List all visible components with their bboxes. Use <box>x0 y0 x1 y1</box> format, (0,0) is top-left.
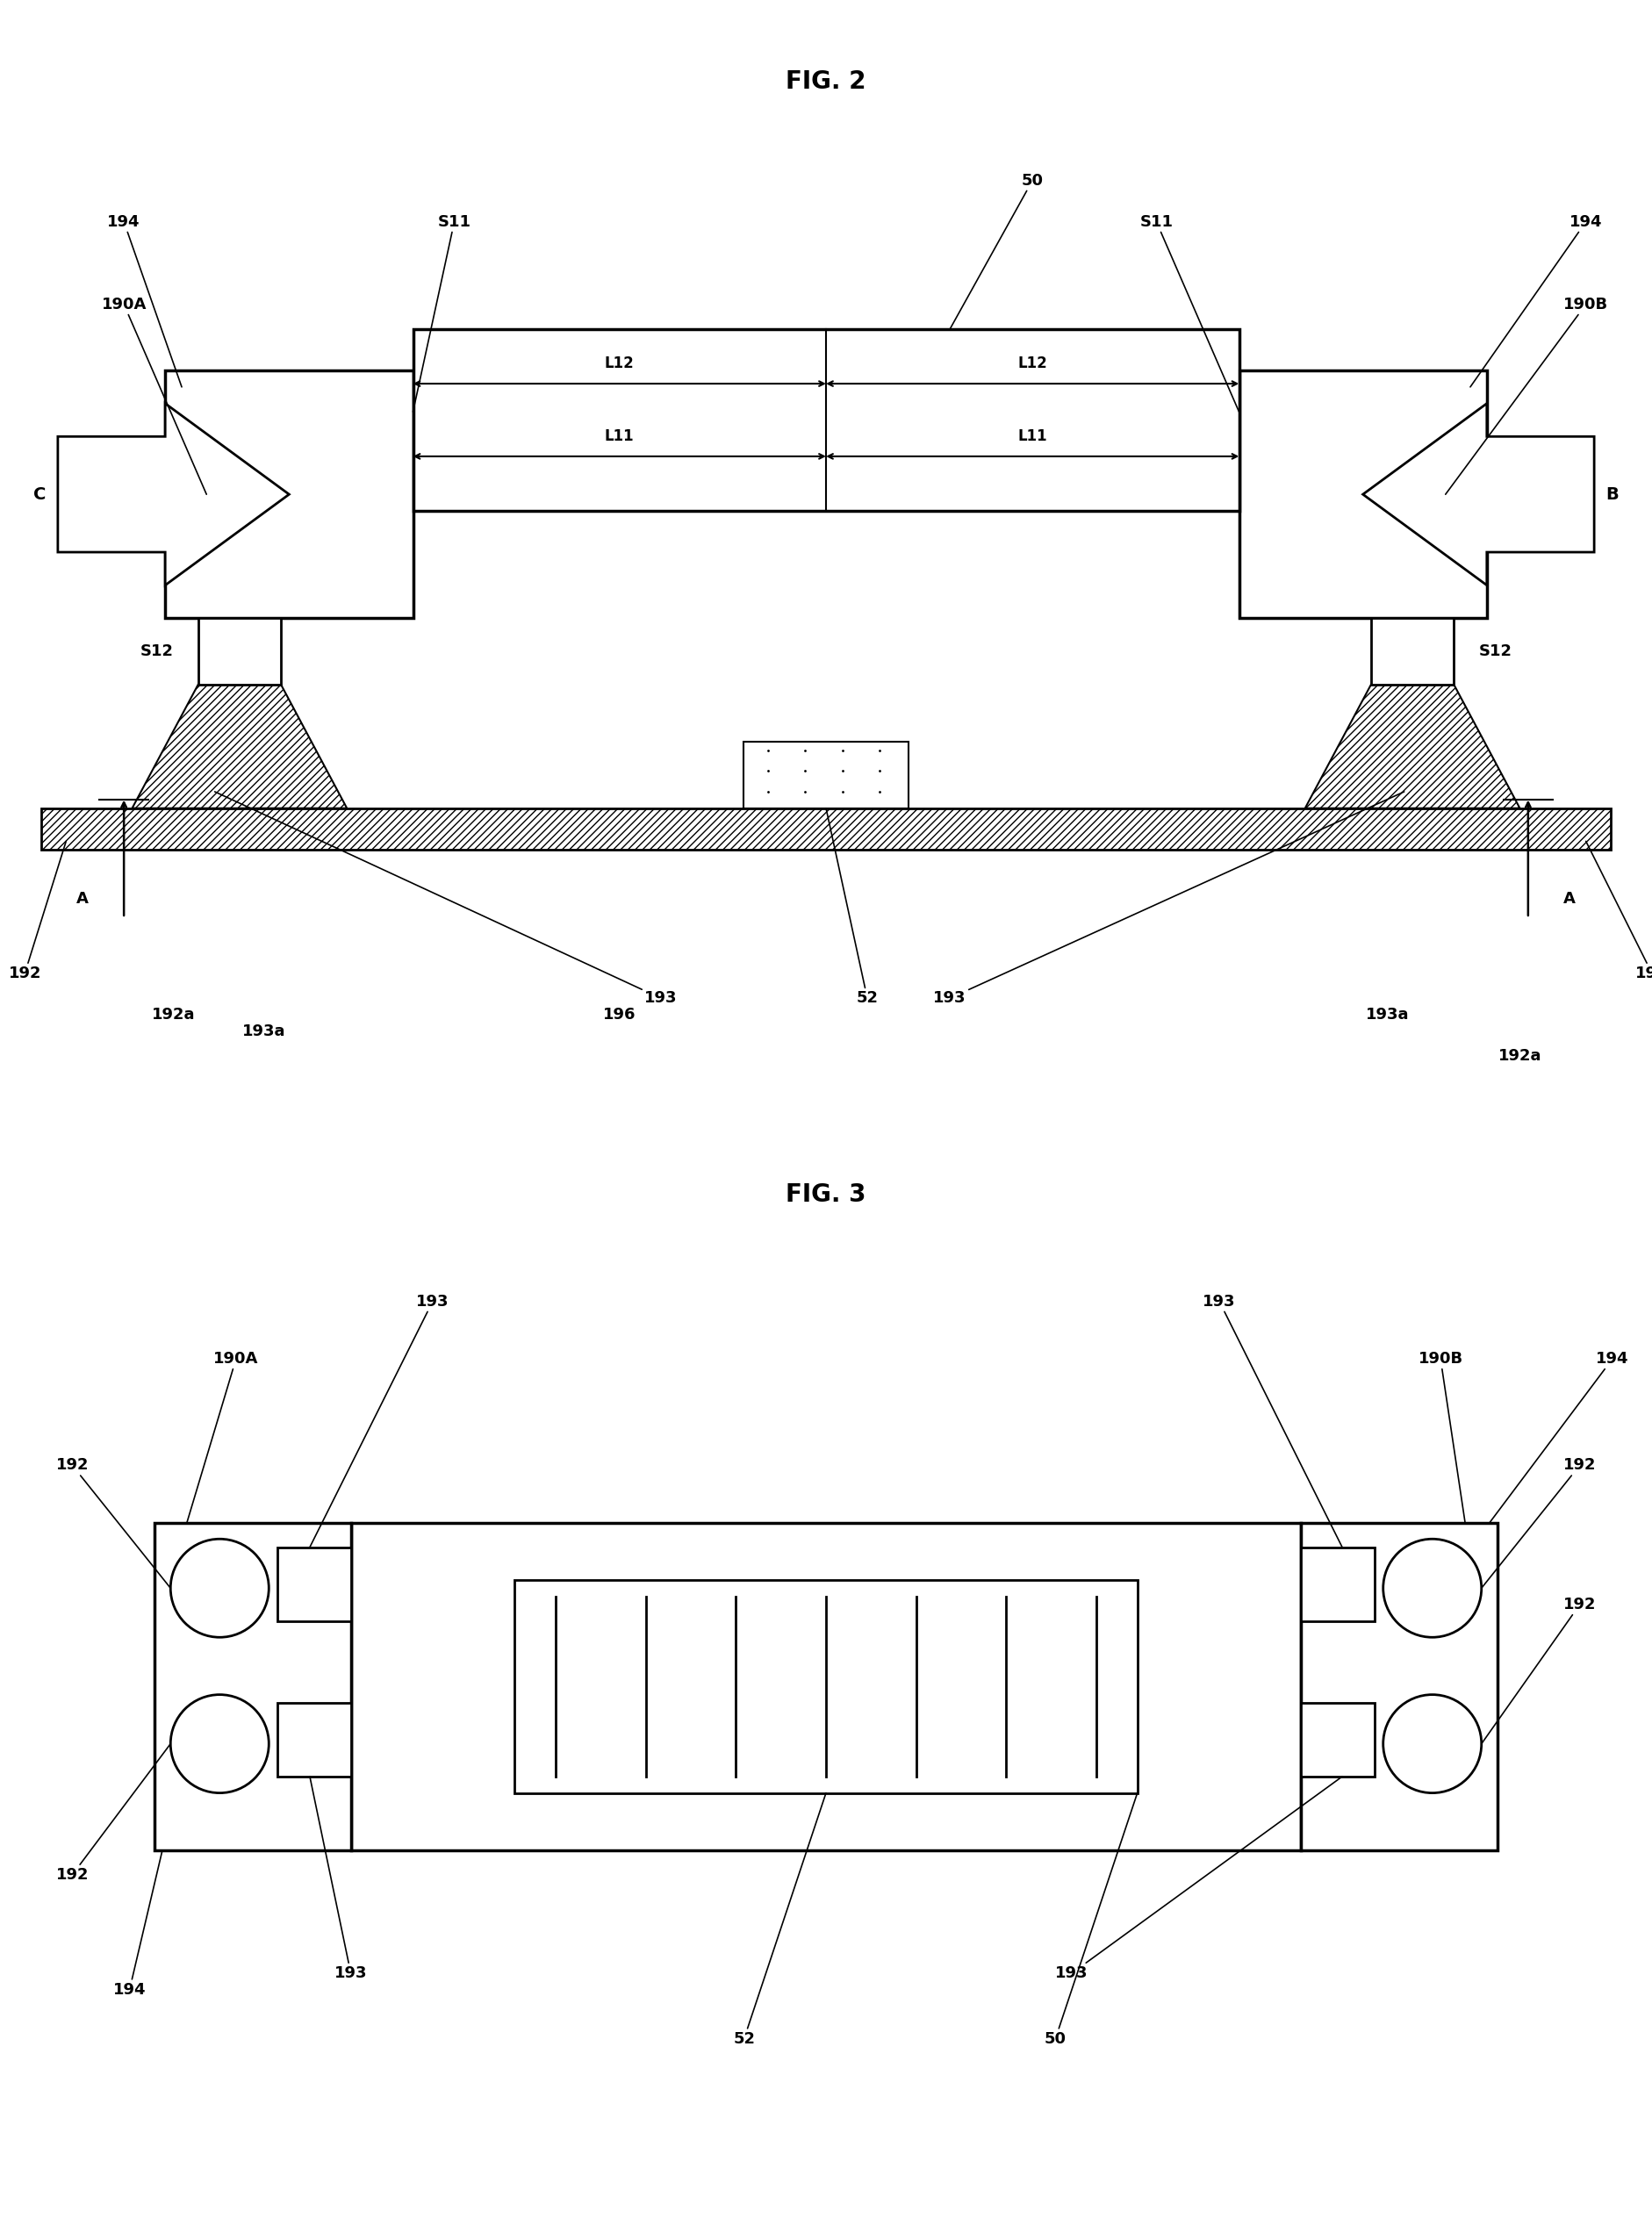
Text: 192: 192 <box>56 1458 170 1589</box>
Text: 194: 194 <box>107 213 182 386</box>
Bar <box>743 741 909 808</box>
Text: 193: 193 <box>311 1294 449 1547</box>
Bar <box>1371 619 1454 683</box>
Text: 190A: 190A <box>101 297 206 495</box>
Text: 193: 193 <box>215 792 677 1005</box>
Text: 193a: 193a <box>243 1023 286 1038</box>
Polygon shape <box>1305 683 1520 808</box>
Text: 194: 194 <box>112 1851 162 1997</box>
Circle shape <box>1383 1540 1482 1638</box>
Text: B: B <box>1606 486 1619 504</box>
Text: 190B: 190B <box>1417 1351 1465 1522</box>
Text: 192: 192 <box>1586 841 1652 981</box>
Circle shape <box>170 1540 269 1638</box>
Bar <box>165 371 413 619</box>
Text: 192a: 192a <box>152 1007 195 1023</box>
Text: A: A <box>1563 892 1576 908</box>
Text: 52: 52 <box>733 1793 826 2046</box>
Text: 193: 193 <box>933 792 1404 1005</box>
Text: 194: 194 <box>1490 1351 1629 1522</box>
Text: 190B: 190B <box>1446 297 1609 495</box>
Text: A: A <box>76 892 89 908</box>
Polygon shape <box>1363 404 1594 586</box>
Text: 194: 194 <box>1470 213 1602 386</box>
Bar <box>278 1702 350 1777</box>
Text: 192a: 192a <box>1498 1047 1541 1063</box>
Text: C: C <box>33 486 46 504</box>
Text: L12: L12 <box>605 355 634 371</box>
Text: L12: L12 <box>1018 355 1047 371</box>
Text: 190A: 190A <box>187 1351 259 1522</box>
Text: S11: S11 <box>413 213 471 413</box>
Text: L11: L11 <box>1018 428 1047 444</box>
Text: 52: 52 <box>826 808 879 1005</box>
Bar <box>198 619 281 683</box>
Bar <box>1302 1522 1498 1851</box>
Bar <box>41 808 1611 850</box>
Bar <box>1302 1702 1374 1777</box>
Text: S12: S12 <box>140 644 173 659</box>
Polygon shape <box>58 404 289 586</box>
Circle shape <box>170 1695 269 1793</box>
Text: 192: 192 <box>8 841 66 981</box>
Text: 192: 192 <box>1482 1598 1596 1744</box>
Bar <box>413 328 1239 510</box>
Text: 50: 50 <box>950 173 1044 328</box>
Text: 193: 193 <box>1203 1294 1341 1547</box>
Text: 50: 50 <box>1044 1793 1137 2046</box>
Text: 193: 193 <box>311 1777 367 1982</box>
Text: 192: 192 <box>56 1744 170 1882</box>
Text: FIG. 2: FIG. 2 <box>786 69 866 93</box>
Polygon shape <box>132 683 347 808</box>
Circle shape <box>1383 1695 1482 1793</box>
Text: S12: S12 <box>1479 644 1512 659</box>
Text: L11: L11 <box>605 428 634 444</box>
Bar <box>1239 371 1487 619</box>
Text: 196: 196 <box>603 1007 636 1023</box>
Bar <box>278 1547 350 1620</box>
Text: S11: S11 <box>1140 213 1239 413</box>
Bar <box>515 1580 1137 1793</box>
Text: 193: 193 <box>1056 1777 1341 1982</box>
Text: FIG. 3: FIG. 3 <box>786 1183 866 1207</box>
Text: 192: 192 <box>1482 1458 1596 1589</box>
Bar <box>154 1522 350 1851</box>
Text: 193a: 193a <box>1366 1007 1409 1023</box>
Bar <box>350 1522 1302 1851</box>
Bar <box>1302 1547 1374 1620</box>
